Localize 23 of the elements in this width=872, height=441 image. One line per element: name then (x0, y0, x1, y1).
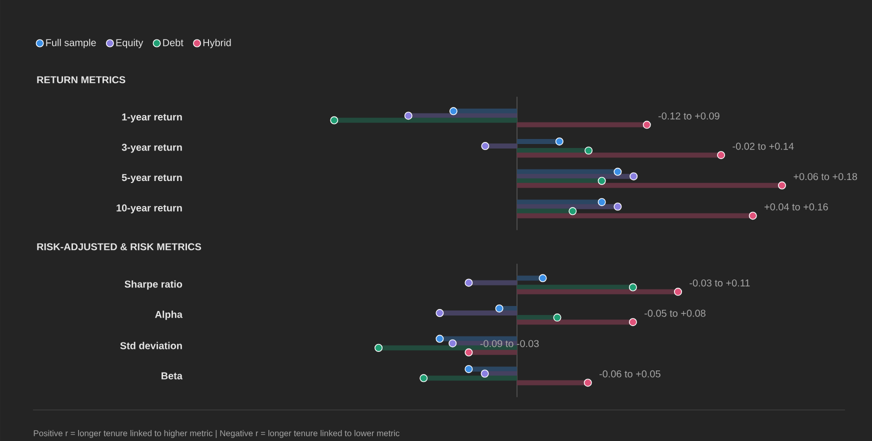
y-tick-label: 5-year return (122, 174, 182, 184)
annotation: -0.05 to +0.08 (644, 310, 706, 317)
text: RETURN METRICS (37, 76, 126, 84)
legend-label: Debt (163, 38, 184, 46)
text: RISK-ADJUSTED & RISK METRICS (37, 243, 202, 250)
y-tick-label: Std deviation (120, 342, 182, 350)
annotation: -0.12 to +0.09 (658, 112, 720, 120)
annotation: -0.06 to +0.05 (599, 370, 660, 378)
annotation: -0.09 to -0.03 (480, 340, 539, 348)
annotation: +0.06 to +0.18 (794, 173, 858, 180)
y-tick-label: Beta (162, 372, 183, 380)
annotation: -0.03 to +0.11 (690, 279, 750, 287)
y-tick-label: Alpha (155, 310, 183, 320)
legend-label: Hybrid (203, 38, 231, 48)
annotation: -0.02 to +0.14 (732, 142, 794, 150)
text: Positive r = longer tenure linked to higher metric | Negative r = longer tenure linked to lower metric (34, 430, 400, 438)
legend-label: Full sample (46, 38, 96, 48)
annotation: +0.04 to +0.16 (764, 203, 828, 210)
y-tick-label: Sharpe ratio (124, 280, 182, 290)
y-tick-label: 3-year return (122, 144, 182, 153)
y-tick-label: 10-year return (116, 204, 182, 214)
legend-label: Equity (116, 38, 144, 48)
y-tick-label: 1-year return (122, 114, 182, 122)
